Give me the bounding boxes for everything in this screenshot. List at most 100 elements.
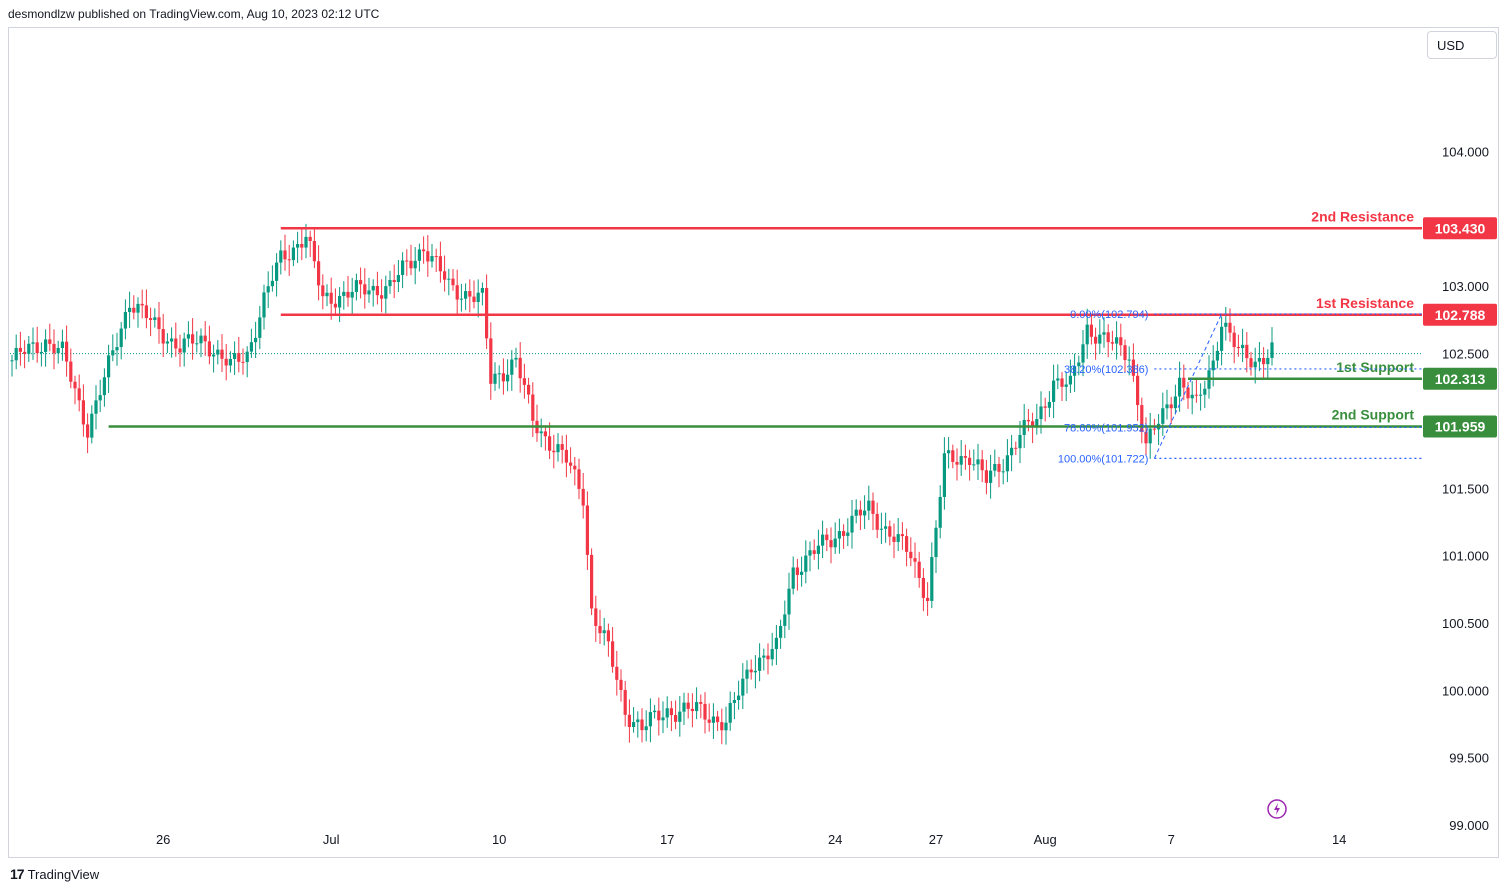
candle-body [531,394,535,421]
candle-body [220,349,224,359]
candle-body [157,317,161,330]
candle-body [1169,404,1173,409]
candle-body [1035,419,1039,427]
candle-body [888,526,892,537]
candle-body [48,339,52,344]
candle-body [724,722,728,731]
candle-body [354,280,358,292]
candle-body [598,625,602,634]
candle-body [308,236,312,242]
candle-body [938,496,942,528]
candle-body [102,377,106,396]
candle-body [1249,358,1253,368]
candle-body [774,637,778,650]
candle-body [984,470,988,483]
candle-body [1224,322,1228,327]
fib-label-1: 0.00%(102.794) [1070,309,1148,321]
candle-body [149,318,153,321]
fib-label-3: 78.60%(101.952) [1064,422,1148,434]
candle-body [1068,375,1072,385]
candle-body [623,690,627,715]
candle-body [18,347,22,352]
candle-body [191,334,195,344]
candle-body [573,465,577,470]
candle-body [913,558,917,562]
candle-body [233,353,237,359]
candle-body [1220,326,1224,351]
candle-body [1131,359,1135,376]
candle-body [216,349,220,355]
candle-body [98,395,102,401]
candle-body [678,711,682,722]
candle-body [993,463,997,471]
candle-body [942,453,946,497]
price-tick-label: 100.500 [1442,616,1489,631]
candle-body [23,351,27,354]
candle-body [804,555,808,572]
candle-body [842,531,846,536]
candle-body [1144,431,1148,444]
price-tick-label: 100.000 [1442,683,1489,698]
lightning-icon[interactable] [1267,799,1287,819]
candle-body [325,292,329,297]
candle-body [52,343,56,354]
candle-body [115,347,119,351]
candle-body [77,388,81,401]
candle-body [241,361,245,363]
footer-brand[interactable]: 17 TradingView [10,866,99,882]
candle-body [1056,378,1060,381]
candle-body [707,719,711,723]
level-price-tag-4 [1423,415,1497,438]
candle-body [136,303,140,313]
candle-body [1085,324,1089,345]
level-price-label-4: 101.959 [1435,418,1486,434]
price-tick-label: 99.000 [1449,818,1489,833]
candle-body [690,708,694,712]
candle-body [951,450,955,462]
candle-body [237,353,241,362]
candle-body [560,444,564,450]
candle-body [766,655,770,660]
candle-body [657,710,661,721]
candle-body [594,608,598,626]
candle-body [1173,396,1177,409]
candle-body [413,260,417,269]
candle-body [212,354,216,357]
candle-body [833,538,837,548]
candle-body [745,669,749,679]
candle-body [892,536,896,542]
candle-body [119,328,123,348]
candle-body [875,513,879,530]
candle-body [459,298,463,300]
candle-body [1241,344,1245,349]
candle-body [879,528,883,530]
candle-body [371,285,375,291]
candle-body [863,510,867,516]
candle-body [178,348,182,353]
candle-body [959,456,963,465]
candle-body [388,279,392,287]
candle-body [989,470,993,483]
candle-body [980,459,984,471]
candle-body [686,702,690,709]
candle-body [27,343,31,354]
candle-body [648,712,652,727]
candle-body [816,545,820,554]
price-tick-label: 103.000 [1442,279,1489,294]
candle-body [338,295,342,308]
candle-body [514,357,518,360]
candle-body [1152,428,1156,430]
candle-body [1010,447,1014,456]
candle-body [917,561,921,578]
candle-body [787,588,791,615]
candle-body [329,292,333,304]
currency-selector[interactable]: USD [1427,31,1497,59]
candle-body [539,431,543,434]
candle-body [275,262,279,281]
candle-body [44,339,48,352]
candle-body [548,436,552,451]
candle-body [186,334,190,339]
candle-body [430,256,434,262]
candle-body [434,256,438,258]
